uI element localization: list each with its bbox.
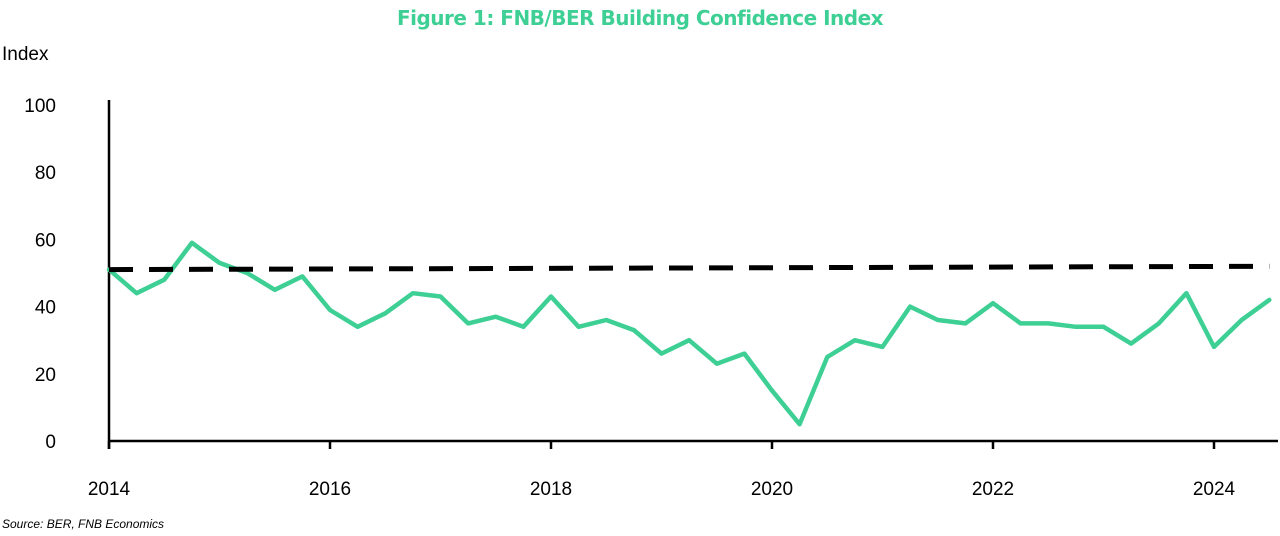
axes — [107, 100, 1278, 449]
x-tick-label: 2020 — [751, 479, 793, 500]
y-tick-label: 60 — [35, 230, 56, 251]
y-tick-label: 100 — [24, 96, 56, 117]
average-dashed-line — [108, 263, 1270, 273]
x-tick-label: 2018 — [530, 479, 572, 500]
x-tick-label: 2024 — [1193, 479, 1236, 500]
x-tick-label: 2022 — [972, 479, 1014, 500]
y-tick-label: 20 — [35, 365, 56, 386]
y-tick-label: 0 — [45, 432, 56, 453]
chart-title: Figure 1: FNB/BER Building Confidence In… — [396, 6, 884, 30]
x-tick-label: 2016 — [309, 479, 351, 500]
y-axis-label: Index — [2, 44, 49, 65]
y-tick-label: 40 — [35, 298, 56, 319]
x-tick-label: 2014 — [88, 479, 131, 500]
y-tick-label: 80 — [35, 163, 56, 184]
source-note: Source: BER, FNB Economics — [2, 517, 165, 531]
tick-labels: 0 20 40 60 80 100 2014 2016 2018 2020 2022 2024 — [24, 96, 1235, 500]
series-lines — [106, 240, 1272, 427]
